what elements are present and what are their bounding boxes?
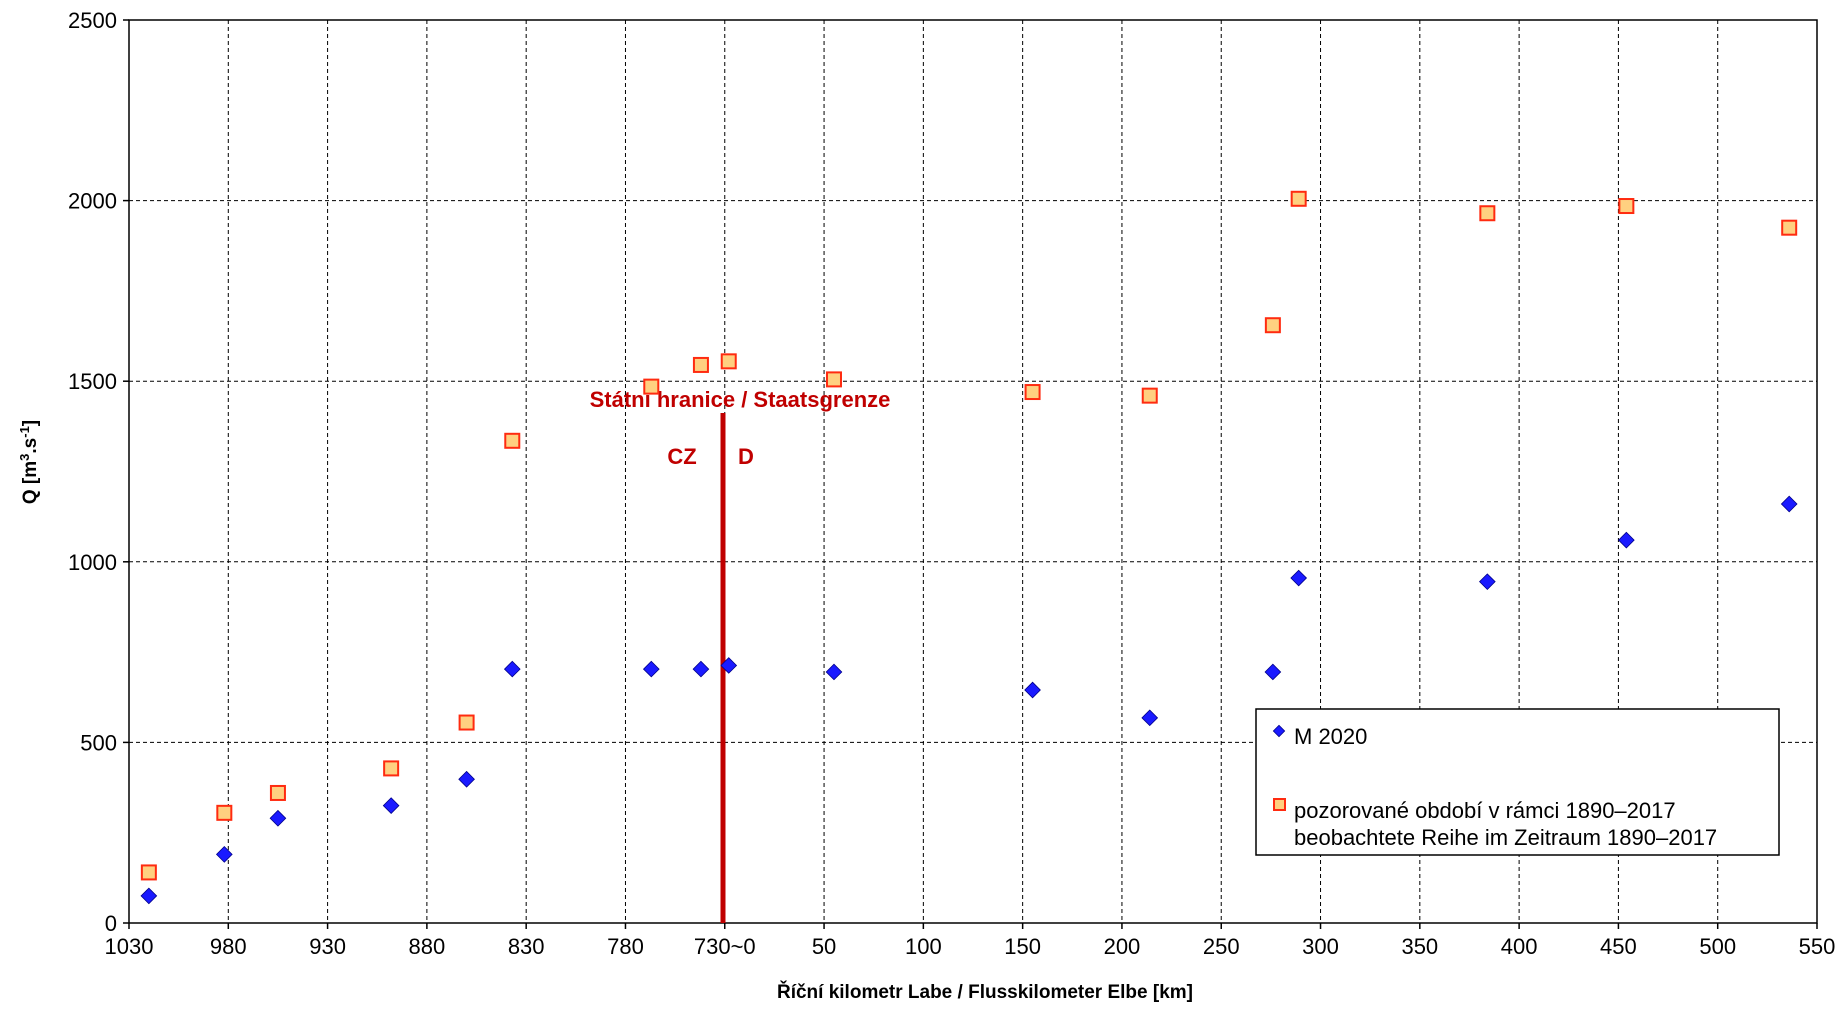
observed-point: [269, 784, 286, 801]
y-tick-label: 1500: [68, 369, 117, 394]
y-tick-label: 0: [105, 911, 117, 936]
y-axis-title-main: Q [m: [20, 461, 41, 504]
observed-point: [458, 714, 475, 731]
m2020-point: [825, 663, 843, 681]
y-axis-title: Q [m3.s-1]: [17, 420, 41, 504]
observed-point: [1290, 190, 1307, 207]
observed-point: [1479, 205, 1496, 222]
legend-label-observed-line2: beobachtete Reihe im Zeitraum 1890–2017: [1294, 825, 1717, 850]
x-tick-label: 350: [1401, 934, 1438, 959]
y-tick-label: 2000: [68, 189, 117, 214]
legend-marker-m2020: [1272, 724, 1286, 738]
y-tick-label: 500: [80, 730, 117, 755]
observed-point: [383, 760, 400, 777]
m2020-point: [1780, 495, 1798, 513]
x-tick-label: 1030: [105, 934, 154, 959]
x-tick-label: 450: [1600, 934, 1637, 959]
x-tick-label: 730~0: [694, 934, 756, 959]
legend-label-observed-line1: pozorované období v rámci 1890–2017: [1294, 798, 1676, 823]
observed-point: [825, 371, 842, 388]
y-axis-title-end: ]: [20, 420, 41, 426]
observed-point: [504, 432, 521, 449]
m2020-point: [1141, 709, 1159, 727]
x-tick-label: 780: [607, 934, 644, 959]
observed-point: [720, 353, 737, 370]
x-axis-ticks: 1030 980 930 880 830 780 730~0 50 100 150 200 250 30…: [105, 923, 1836, 959]
y-axis-ticks: 0 500 1000 1500 2000 2500: [68, 8, 129, 936]
observed-point: [1781, 219, 1798, 236]
m2020-point: [382, 797, 400, 814]
observed-point: [140, 864, 157, 881]
m2020-point: [1618, 531, 1635, 549]
observed-point: [1264, 317, 1281, 334]
observed-point: [1141, 387, 1158, 404]
observed-point: [692, 356, 709, 373]
x-tick-label: 500: [1699, 934, 1736, 959]
m2020-point: [140, 887, 158, 905]
observed-point: [216, 804, 233, 821]
m2020-point: [215, 846, 233, 863]
x-tick-label: 880: [409, 934, 446, 959]
border-label-d: D: [738, 444, 754, 469]
legend: M 2020 pozorované období v rámci 1890–20…: [1255, 708, 1780, 856]
m2020-point: [1290, 569, 1308, 587]
y-axis-title-sup1: 3: [17, 454, 32, 461]
border-label-cz: CZ: [667, 444, 696, 469]
x-tick-label: 300: [1302, 934, 1339, 959]
x-tick-label: 400: [1501, 934, 1538, 959]
x-axis-title: Říční kilometr Labe / Flusskilometer Elb…: [777, 981, 1193, 1003]
x-tick-label: 150: [1004, 934, 1041, 959]
m2020-point: [1478, 573, 1496, 591]
x-tick-label: 250: [1203, 934, 1240, 959]
legend-label-m2020: M 2020: [1294, 724, 1367, 749]
m2020-point: [269, 809, 287, 827]
y-tick-label: 1000: [68, 550, 117, 575]
y-axis-title-mid: .s: [20, 438, 41, 454]
m2020-point: [1264, 663, 1282, 681]
y-axis-title-sup2: -1: [17, 426, 32, 438]
m2020-point: [458, 770, 475, 788]
plot-area-frame: [128, 19, 1818, 924]
x-tick-label: 930: [309, 934, 346, 959]
x-tick-label: 830: [508, 934, 545, 959]
legend-box: [1255, 708, 1780, 856]
observed-point: [1618, 198, 1635, 215]
x-tick-label: 50: [812, 934, 836, 959]
y-tick-label: 2500: [68, 8, 117, 33]
m2020-point: [1024, 681, 1041, 699]
m2020-point: [692, 660, 710, 678]
m2020-point: [642, 660, 660, 678]
data-marks: [140, 190, 1798, 905]
observed-point: [643, 378, 660, 395]
legend-marker-observed: [1273, 798, 1286, 811]
x-tick-label: 100: [905, 934, 942, 959]
x-tick-label: 980: [210, 934, 247, 959]
state-border-title: Státní hranice / Staatsgrenze: [590, 387, 891, 412]
m2020-point: [720, 657, 738, 674]
observed-point: [1024, 384, 1041, 401]
x-tick-label: 550: [1799, 934, 1836, 959]
m2020-point: [503, 660, 521, 678]
x-tick-label: 200: [1104, 934, 1141, 959]
